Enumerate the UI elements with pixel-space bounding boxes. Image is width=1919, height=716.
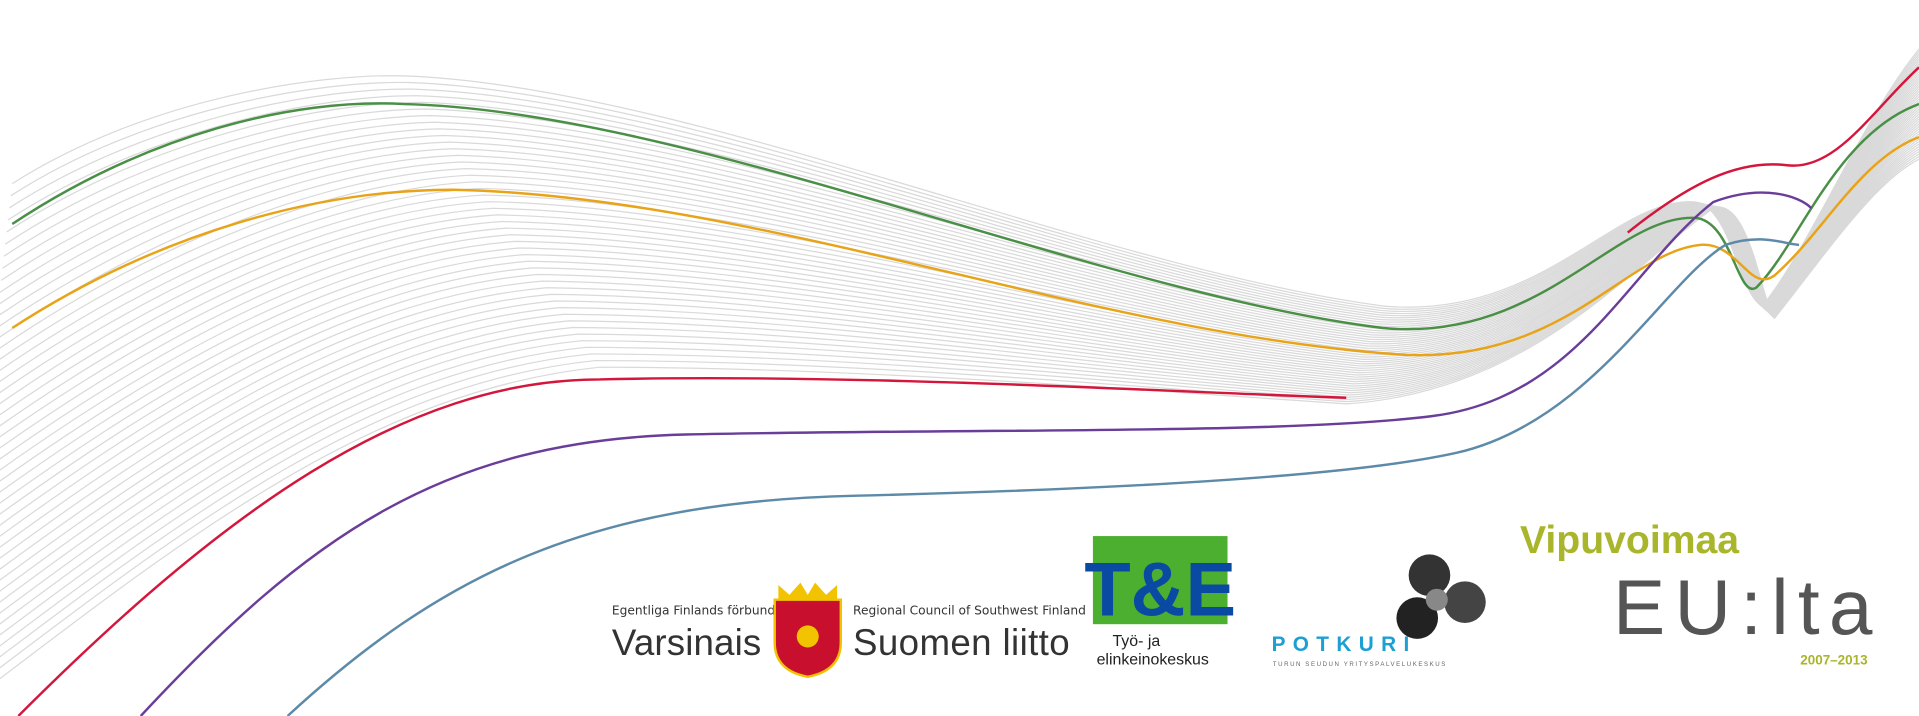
banner: Egentliga Finlands förbund Varsinais Reg… [0,0,1919,716]
arms-emblem [797,625,819,647]
wave-line [0,124,1919,547]
te-line1: Työ- ja [1112,633,1160,650]
wave-line [0,122,1919,535]
te-line2: elinkeinokeskus [1097,652,1209,669]
te-centre-logo: T&E Työ- ja elinkeinokeskus [1084,536,1236,669]
propeller-hub [1426,589,1448,611]
potkuri-logo: POTKURI TURUN SEUDUN YRITYSPALVELUKESKUS [1272,554,1486,667]
wave-line [0,117,1919,511]
te-mark: T&E [1084,548,1236,633]
potkuri-name: POTKURI [1272,633,1417,656]
regional-council-logo: Egentliga Finlands förbund Varsinais Reg… [612,583,1086,677]
swedish-name: Egentliga Finlands förbund [612,603,775,617]
name-right: Suomen liitto [853,622,1070,663]
wave-line [7,59,1919,316]
english-name: Regional Council of Southwest Finland [853,603,1086,617]
crown [778,583,837,600]
eu-line2: EU:lta [1613,563,1873,651]
propeller-blade [1409,554,1451,596]
eu-logo: Vipuvoimaa EU:lta 2007–2013 [1520,519,1873,667]
wave-line [0,132,1919,583]
wave-line [0,114,1919,498]
eu-line1: Vipuvoimaa [1520,519,1740,562]
page: Egentliga Finlands förbund Varsinais Reg… [0,0,1919,716]
propeller-blade [1444,581,1486,623]
wave-line [0,109,1919,474]
wave-line [0,104,1919,450]
wave-line [0,79,1919,333]
name-left: Varsinais [612,622,761,663]
eu-years: 2007–2013 [1800,653,1867,668]
potkuri-tagline: TURUN SEUDUN YRITYSPALVELUKESKUS [1273,661,1446,668]
